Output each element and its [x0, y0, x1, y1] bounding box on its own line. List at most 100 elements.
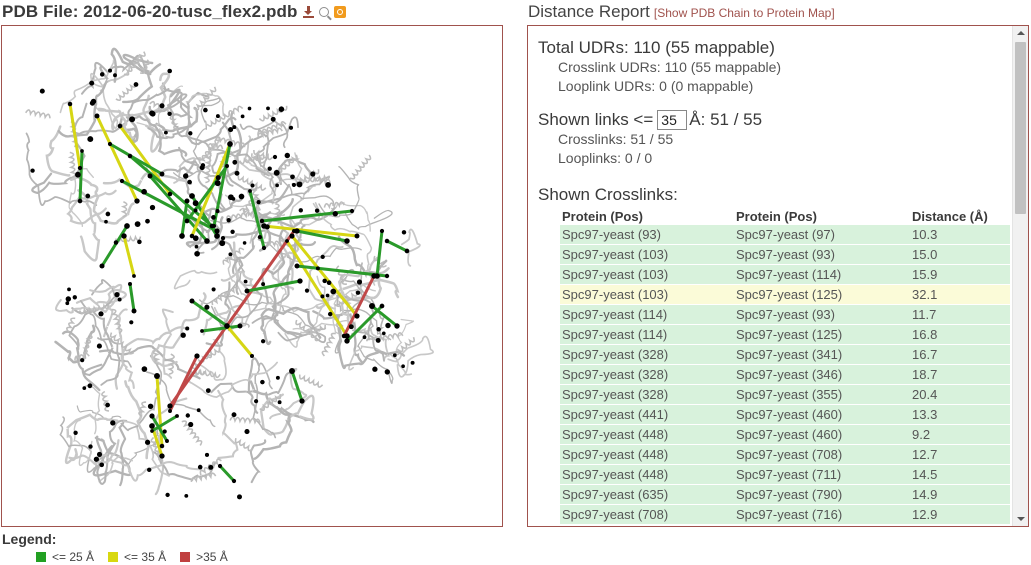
cell-protein-2: Spc97-yeast (716): [734, 505, 910, 525]
legend-item-red: >35 Å: [180, 550, 228, 564]
cell-protein-1: Spc97-yeast (448): [560, 425, 734, 445]
distance-report-panel: Total UDRs: 110 (55 mappable) Crosslink …: [527, 25, 1029, 527]
cell-protein-1: Spc97-yeast (328): [560, 345, 734, 365]
legend-title: Legend:: [2, 531, 57, 547]
cell-protein-2: Spc97-yeast (346): [734, 365, 910, 385]
distance-report-content: Total UDRs: 110 (55 mappable) Crosslink …: [528, 26, 1012, 526]
cell-protein-1: Spc97-yeast (328): [560, 365, 734, 385]
scrollbar-thumb[interactable]: [1015, 42, 1026, 214]
table-row[interactable]: Spc97-yeast (103) Spc97-yeast (114) 15.9: [560, 265, 1010, 285]
cell-protein-1: Spc97-yeast (708): [560, 505, 734, 525]
cell-protein-2: Spc97-yeast (93): [734, 245, 910, 265]
crosslink-udrs: Crosslink UDRs: 110 (55 mappable): [558, 59, 782, 75]
cell-protein-2: Spc97-yeast (355): [734, 385, 910, 405]
cell-protein-2: Spc97-yeast (341): [734, 345, 910, 365]
pdb-file-header: PDB File: 2012-06-20-tusc_flex2.pdb: [2, 1, 347, 23]
report-scrollbar[interactable]: [1012, 26, 1028, 526]
table-row[interactable]: Spc97-yeast (93) Spc97-yeast (97) 10.3: [560, 225, 1010, 245]
cell-distance: 15.9: [910, 265, 1010, 285]
cell-distance: 32.1: [910, 285, 1010, 305]
cell-protein-2: Spc97-yeast (125): [734, 325, 910, 345]
cell-distance: 20.4: [910, 385, 1010, 405]
table-row[interactable]: Spc97-yeast (441) Spc97-yeast (460) 13.3: [560, 405, 1010, 425]
cell-distance: 14.5: [910, 465, 1010, 485]
cell-protein-1: Spc97-yeast (448): [560, 445, 734, 465]
cell-distance: 13.3: [910, 405, 1010, 425]
table-row[interactable]: Spc97-yeast (708) Spc97-yeast (716) 12.9: [560, 505, 1010, 525]
shown-links-label: Shown links <=: [538, 110, 654, 129]
structure-viewer[interactable]: [1, 25, 503, 527]
cell-protein-2: Spc97-yeast (114): [734, 265, 910, 285]
cell-distance: 16.7: [910, 345, 1010, 365]
looplink-udrs: Looplink UDRs: 0 (0 mappable): [558, 78, 754, 94]
table-row[interactable]: Spc97-yeast (328) Spc97-yeast (355) 20.4: [560, 385, 1010, 405]
cell-protein-2: Spc97-yeast (460): [734, 405, 910, 425]
column-header-protein-1: Protein (Pos): [562, 208, 643, 224]
crosslinks-table: Protein (Pos) Protein (Pos) Distance (Å)…: [560, 207, 1010, 525]
scroll-up-arrow-icon[interactable]: [1013, 26, 1028, 40]
protein-backbone: [25, 47, 434, 496]
cell-distance: 15.0: [910, 245, 1010, 265]
cell-protein-2: Spc97-yeast (711): [734, 465, 910, 485]
table-row[interactable]: Spc97-yeast (448) Spc97-yeast (708) 12.7: [560, 445, 1010, 465]
snapshot-icon[interactable]: [334, 6, 347, 18]
cell-protein-1: Spc97-yeast (441): [560, 405, 734, 425]
table-row[interactable]: Spc97-yeast (328) Spc97-yeast (346) 18.7: [560, 365, 1010, 385]
cell-protein-1: Spc97-yeast (103): [560, 245, 734, 265]
table-row[interactable]: Spc97-yeast (448) Spc97-yeast (711) 14.5: [560, 465, 1010, 485]
legend-label: >35 Å: [196, 550, 228, 564]
cell-protein-1: Spc97-yeast (103): [560, 285, 734, 305]
column-header-protein-2: Protein (Pos): [736, 208, 817, 224]
cell-protein-1: Spc97-yeast (114): [560, 325, 734, 345]
table-row[interactable]: Spc97-yeast (448) Spc97-yeast (460) 9.2: [560, 425, 1010, 445]
table-row[interactable]: Spc97-yeast (103) Spc97-yeast (93) 15.0: [560, 245, 1010, 265]
structure-canvas[interactable]: [2, 26, 502, 526]
cell-distance: 14.9: [910, 485, 1010, 505]
cell-protein-1: Spc97-yeast (635): [560, 485, 734, 505]
header-icons: [303, 6, 347, 18]
cell-protein-2: Spc97-yeast (708): [734, 445, 910, 465]
column-header-distance: Distance (Å): [912, 208, 988, 224]
table-header-row: Protein (Pos) Protein (Pos) Distance (Å): [560, 207, 1010, 225]
table-row[interactable]: Spc97-yeast (114) Spc97-yeast (93) 11.7: [560, 305, 1010, 325]
legend-swatch-yellow: [108, 552, 119, 562]
shown-crosslinks-title: Shown Crosslinks:: [538, 185, 678, 204]
shown-links-count: Å: 51 / 55: [689, 110, 763, 129]
total-udrs: Total UDRs: 110 (55 mappable): [538, 38, 775, 57]
crosslink-lines: [68, 102, 409, 483]
cell-protein-1: Spc97-yeast (328): [560, 385, 734, 405]
distance-cutoff-input[interactable]: [657, 110, 688, 130]
cell-distance: 10.3: [910, 225, 1010, 245]
total-udrs-section: Total UDRs: 110 (55 mappable) Crosslink …: [538, 38, 781, 96]
shown-looplinks-count: Looplinks: 0 / 0: [558, 150, 653, 166]
pdb-file-title: PDB File: 2012-06-20-tusc_flex2.pdb: [2, 2, 298, 21]
cell-protein-1: Spc97-yeast (103): [560, 265, 734, 285]
legend-swatch-red: [180, 552, 191, 562]
cell-protein-2: Spc97-yeast (125): [734, 285, 910, 305]
shown-links-section: Shown links <= Å: 51 / 55 Crosslinks: 51…: [538, 110, 762, 168]
legend-swatch-green: [36, 552, 46, 562]
linked-residue-dots: [30, 68, 415, 500]
cell-distance: 16.8: [910, 325, 1010, 345]
cell-protein-2: Spc97-yeast (460): [734, 425, 910, 445]
shown-links-row: Shown links <= Å: 51 / 55: [538, 110, 762, 130]
cell-protein-2: Spc97-yeast (790): [734, 485, 910, 505]
show-chain-map-link[interactable]: [Show PDB Chain to Protein Map]: [653, 6, 835, 20]
table-row[interactable]: Spc97-yeast (114) Spc97-yeast (125) 16.8: [560, 325, 1010, 345]
search-icon[interactable]: [319, 7, 330, 17]
cell-distance: 18.7: [910, 365, 1010, 385]
table-row[interactable]: Spc97-yeast (328) Spc97-yeast (341) 16.7: [560, 345, 1010, 365]
legend-item-yellow: <= 35 Å: [108, 550, 166, 564]
table-row[interactable]: Spc97-yeast (103) Spc97-yeast (125) 32.1: [560, 285, 1010, 305]
table-row[interactable]: Spc97-yeast (635) Spc97-yeast (790) 14.9: [560, 485, 1010, 505]
distance-report-title: Distance Report: [528, 2, 650, 21]
legend: Legend: <= 25 Å <= 35 Å >35 Å: [2, 531, 228, 564]
scroll-down-arrow-icon[interactable]: [1013, 512, 1028, 526]
cell-distance: 9.2: [910, 425, 1010, 445]
cell-distance: 12.7: [910, 445, 1010, 465]
cell-distance: 12.9: [910, 505, 1010, 525]
cell-protein-1: Spc97-yeast (114): [560, 305, 734, 325]
shown-crosslinks-count: Crosslinks: 51 / 55: [558, 131, 674, 147]
cell-protein-2: Spc97-yeast (97): [734, 225, 910, 245]
download-icon[interactable]: [303, 6, 315, 18]
